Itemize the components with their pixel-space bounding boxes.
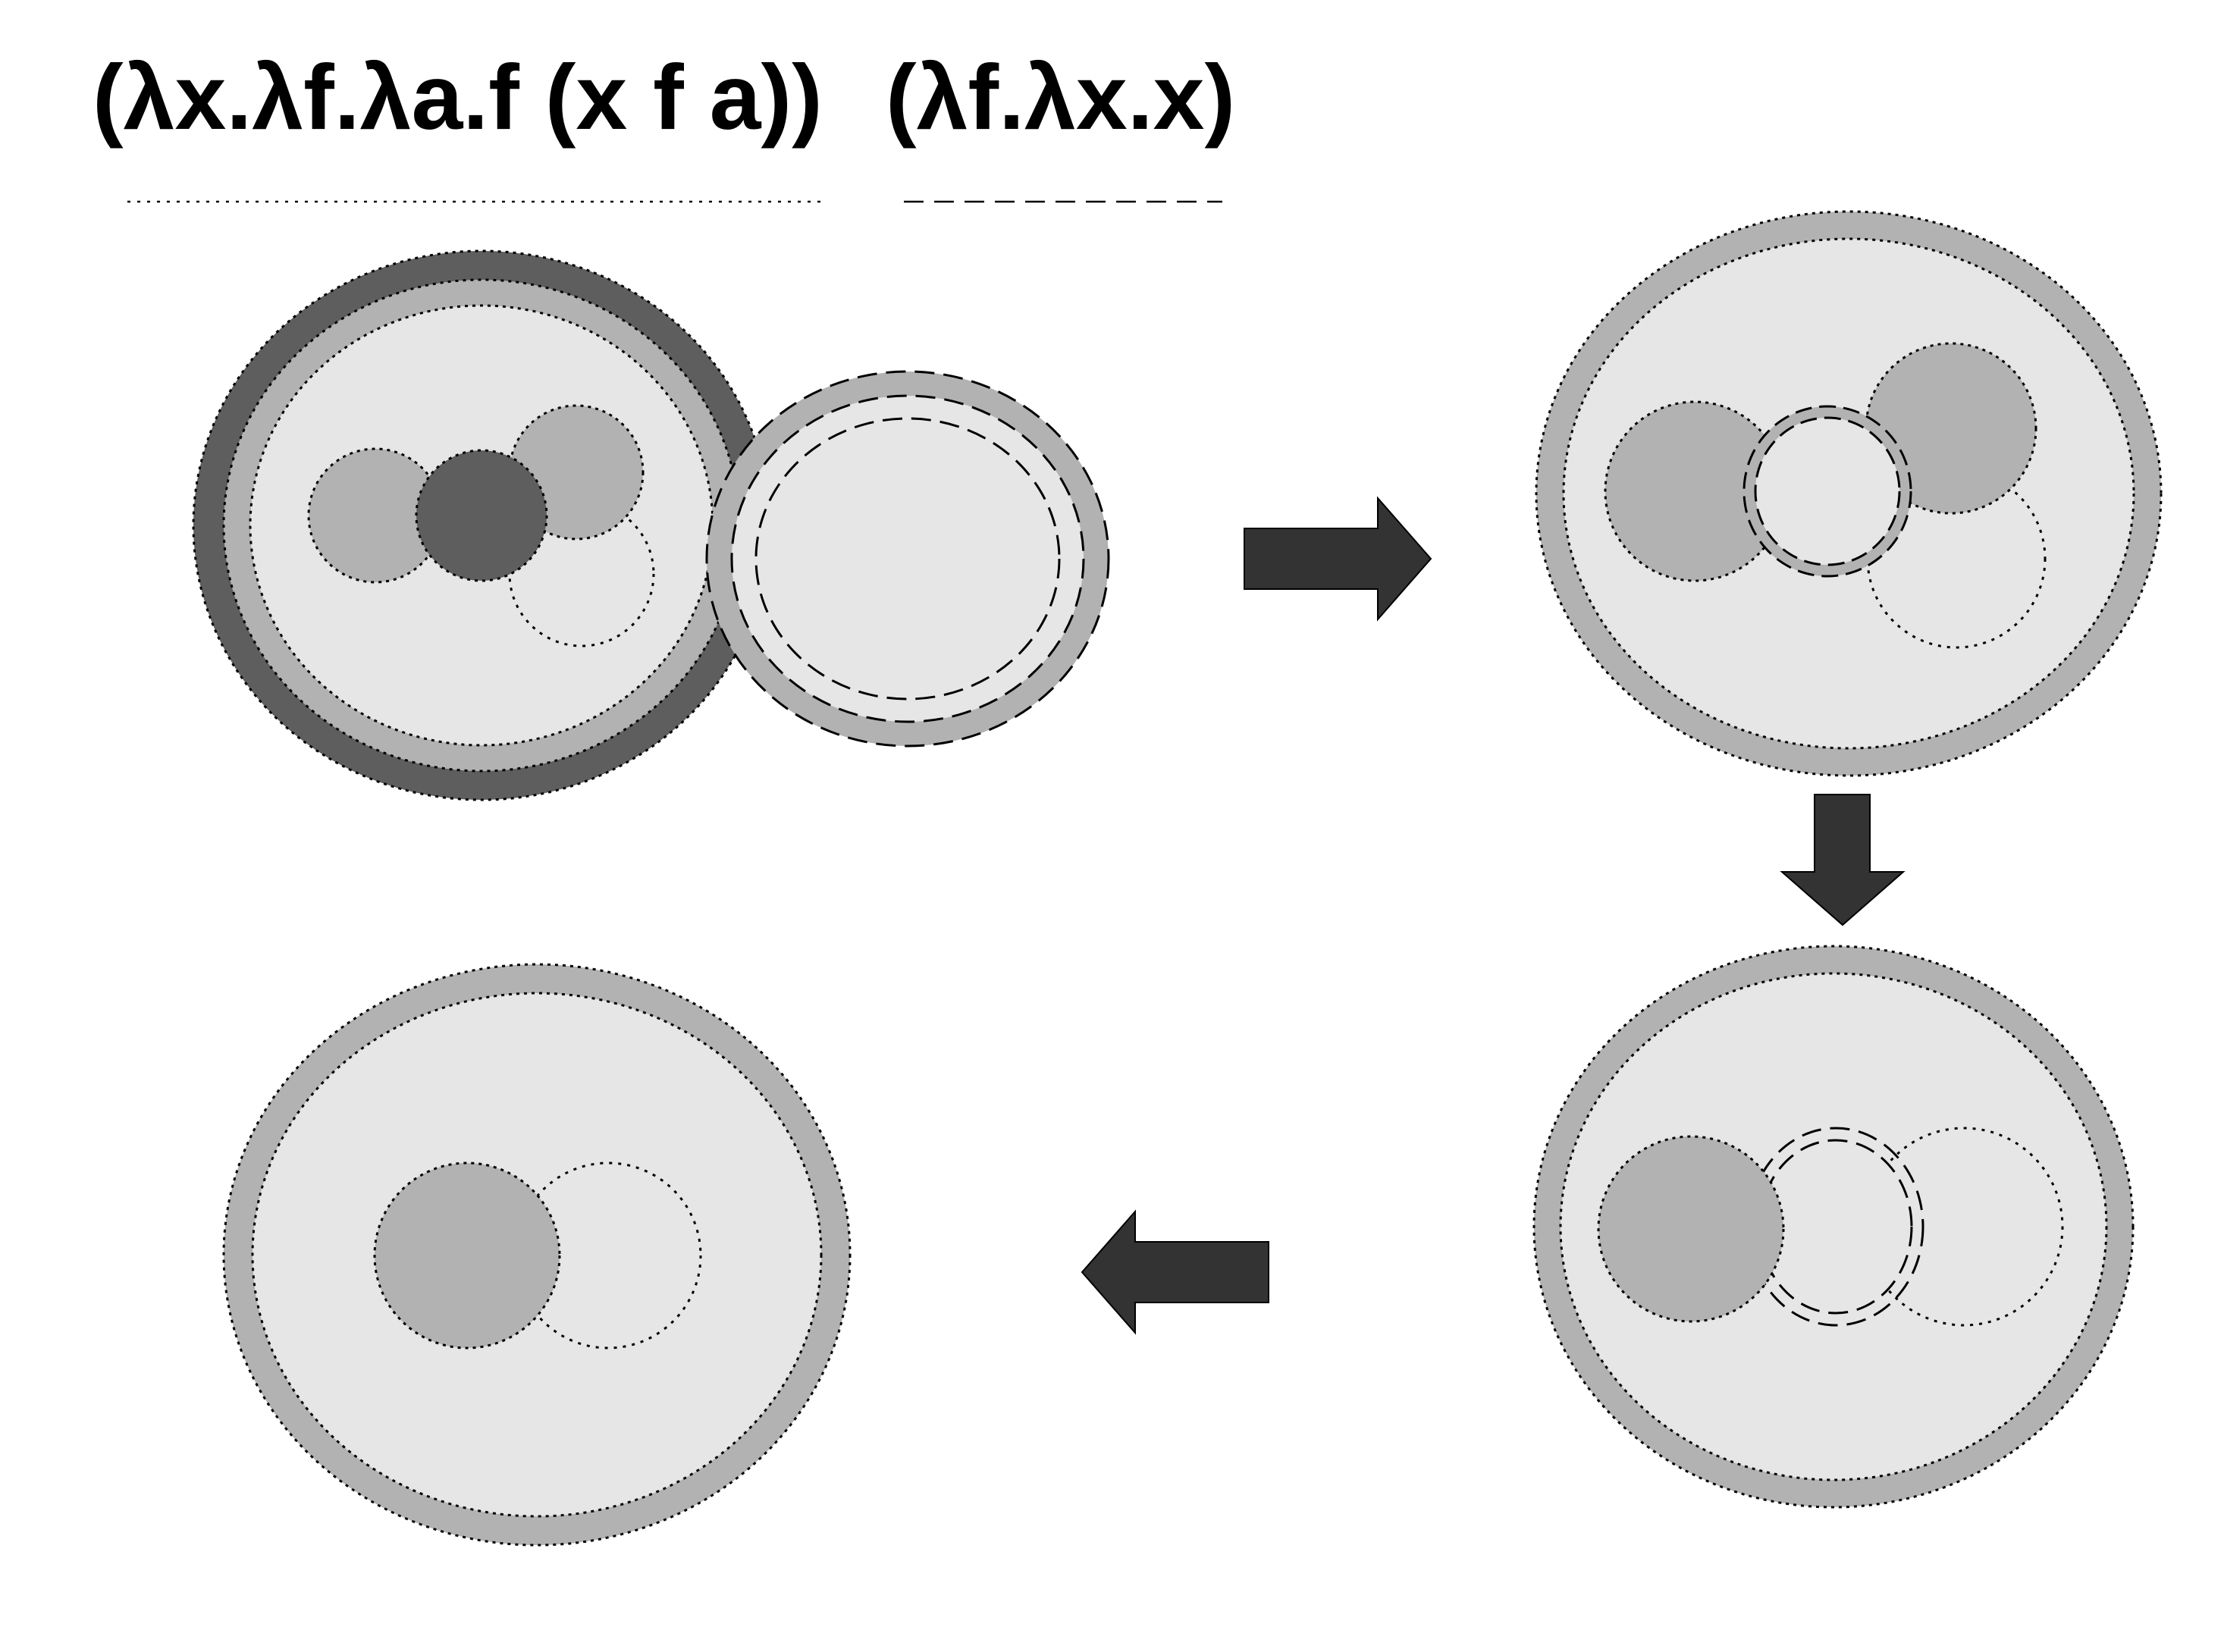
arrow-right-icon — [1244, 496, 1432, 622]
argument-innermost-outline — [754, 417, 1061, 701]
stage-2-empty-circle — [1866, 469, 2047, 649]
arrow-left-icon — [1081, 1209, 1269, 1335]
function-term-label: (λx.λf.λa.f (x f a)) — [93, 45, 823, 149]
arrow-down-icon — [1780, 794, 1906, 926]
stage-1-argument-bubble — [705, 370, 1110, 748]
stage-3-argument-inner-outline — [1758, 1139, 1913, 1315]
stage-2-substituted-argument-body — [1754, 416, 1901, 566]
argument-term-label: (λf.λx.x) — [886, 45, 1235, 149]
stage-3-bubble — [1532, 945, 2135, 1509]
result-variable-circle — [373, 1161, 561, 1349]
result-empty-circle — [514, 1161, 702, 1349]
stage-2-bubble — [1535, 210, 2163, 777]
stage-4-result-bubble — [222, 963, 852, 1547]
stage-1-function-bubble — [192, 249, 771, 801]
variable-a-circle — [415, 449, 548, 582]
argument-inner-body — [730, 394, 1085, 723]
stage-3-variable-circle — [1597, 1135, 1785, 1323]
